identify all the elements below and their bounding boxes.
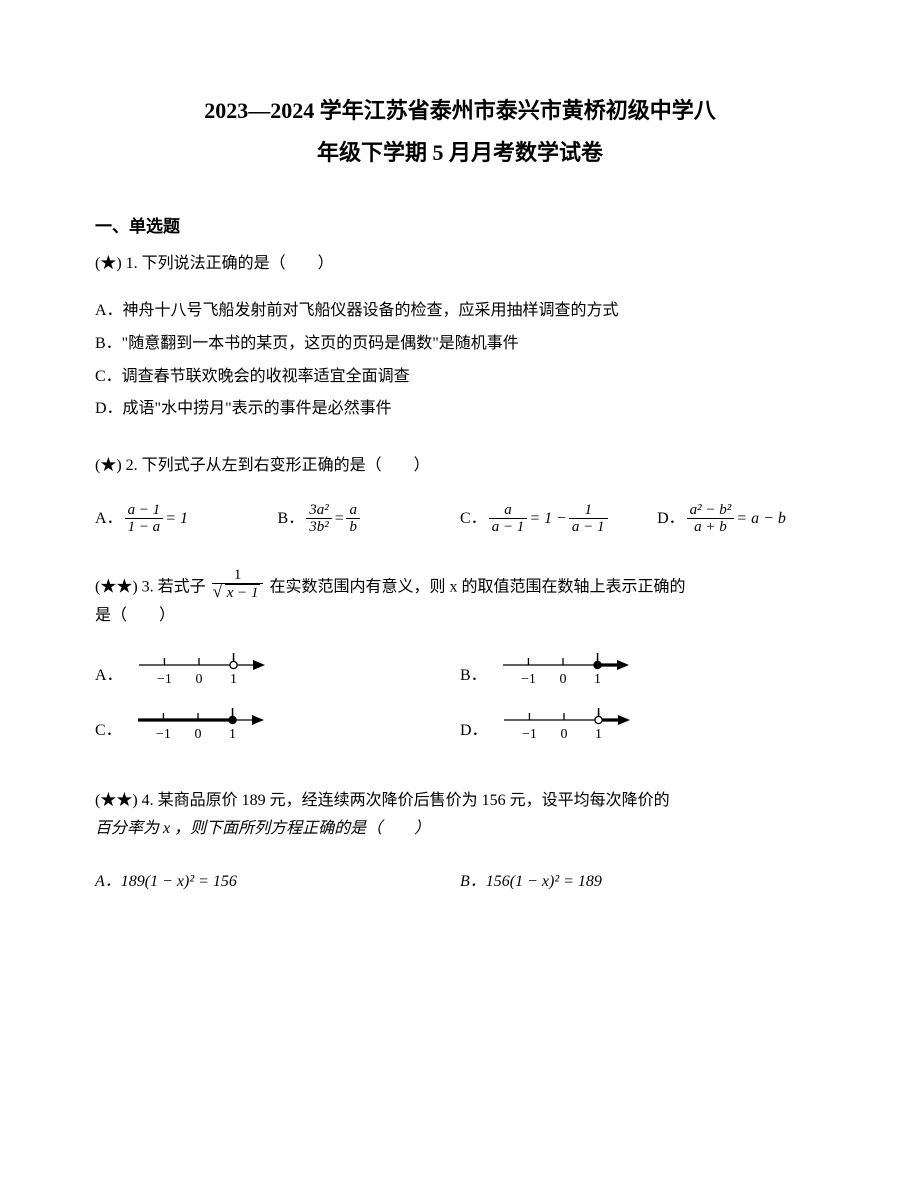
option-label: C．: [95, 717, 122, 746]
question-3: (★★) 3. 若式子 1 x − 1 在实数范围内有意义，则 x 的取值范围在…: [95, 567, 825, 759]
svg-text:−1: −1: [157, 672, 172, 687]
fraction-den: 1 − a: [125, 518, 164, 536]
difficulty-stars: (★): [95, 255, 122, 272]
question-text: 下列式子从左到右变形正确的是（ ）: [142, 457, 430, 474]
option-label: A．: [95, 505, 123, 534]
fraction-num: 1: [569, 502, 608, 519]
number-line-b: −1 0 1: [495, 649, 635, 704]
option-label: B．: [460, 662, 487, 691]
question-4-stem: (★★) 4. 某商品原价 189 元，经连续两次降价后售价为 156 元，设平…: [95, 787, 825, 845]
question-4-options: A．189(1 − x)² = 156 B．156(1 − x)² = 189: [95, 862, 825, 902]
fraction-den: a + b: [687, 518, 735, 536]
option-b[interactable]: B． 3a² 3b² = a b: [278, 499, 461, 539]
fraction: a a − 1: [489, 502, 528, 536]
svg-text:0: 0: [194, 727, 201, 742]
fraction-num: 3a²: [306, 502, 332, 519]
option-label: B．: [278, 505, 305, 534]
svg-text:1: 1: [595, 727, 602, 742]
fraction: a − 1 1 − a: [125, 502, 164, 536]
question-4: (★★) 4. 某商品原价 189 元，经连续两次降价后售价为 156 元，设平…: [95, 787, 825, 903]
fraction: 3a² 3b²: [306, 502, 332, 536]
svg-text:0: 0: [195, 672, 202, 687]
option-d[interactable]: D． a² − b² a + b = a − b: [657, 499, 825, 539]
option-label: D．: [657, 505, 685, 534]
fraction-den: x − 1: [212, 583, 264, 602]
rhs: = a − b: [736, 505, 786, 534]
fraction-num: a: [489, 502, 528, 519]
option-a[interactable]: A． a − 1 1 − a = 1: [95, 499, 278, 539]
option-label: A．: [95, 662, 123, 691]
svg-text:−1: −1: [521, 672, 536, 687]
eq: =: [334, 505, 345, 534]
rhs: = 1: [165, 505, 188, 534]
svg-text:0: 0: [560, 727, 567, 742]
fraction-den: a − 1: [569, 518, 608, 536]
question-number: 2.: [126, 457, 138, 474]
svg-text:0: 0: [559, 672, 566, 687]
question-2-options: A． a − 1 1 − a = 1 B． 3a² 3b² = a b C． a: [95, 499, 825, 539]
radicand: x − 1: [225, 584, 261, 602]
question-number: 1.: [126, 255, 138, 272]
option-a[interactable]: A． −1 0 1: [95, 649, 460, 704]
difficulty-stars: (★★): [95, 792, 138, 809]
difficulty-stars: (★★): [95, 578, 138, 595]
number-line-a: −1 0 1: [131, 649, 271, 704]
stem-post: 在实数范围内有意义，则 x 的取值范围在数轴上表示正确的: [269, 578, 685, 595]
question-2-stem: (★) 2. 下列式子从左到右变形正确的是（ ）: [95, 452, 825, 481]
option-b[interactable]: B．"随意翻到一本书的某页，这页的页码是偶数"是随机事件: [95, 330, 825, 359]
fraction-den: 3b²: [306, 518, 332, 536]
sqrt: x − 1: [215, 584, 261, 602]
option-c[interactable]: C．调查春节联欢晚会的收视率适宜全面调查: [95, 363, 825, 392]
fraction-den: a − 1: [489, 518, 528, 536]
question-1-stem: (★) 1. 下列说法正确的是（ ）: [95, 250, 825, 279]
title-line-1: 2023―2024 学年江苏省泰州市泰兴市黄桥初级中学八: [95, 90, 825, 132]
fraction-num: 1: [212, 567, 264, 584]
number-line-c: −1 0 1: [130, 704, 270, 759]
question-3-options: A． −1 0 1 B． −1 0 1 C． −1 0 1 D． −1 0 1: [95, 649, 825, 759]
svg-text:1: 1: [230, 672, 237, 687]
title-line-2: 年级下学期 5 月月考数学试卷: [95, 132, 825, 174]
svg-text:1: 1: [229, 727, 236, 742]
stem-pre: 若式子: [158, 578, 210, 595]
difficulty-stars: (★): [95, 457, 122, 474]
option-d[interactable]: D．成语"水中捞月"表示的事件是必然事件: [95, 395, 825, 424]
option-b[interactable]: B．156(1 − x)² = 189: [460, 862, 825, 902]
section-heading: 一、单选题: [95, 212, 825, 243]
option-d[interactable]: D． −1 0 1: [460, 704, 825, 759]
question-1: (★) 1. 下列说法正确的是（ ） A．神舟十八号飞船发射前对飞船仪器设备的检…: [95, 250, 825, 424]
question-3-stem: (★★) 3. 若式子 1 x − 1 在实数范围内有意义，则 x 的取值范围在…: [95, 567, 825, 631]
question-1-options: A．神舟十八号飞船发射前对飞船仪器设备的检查，应采用抽样调查的方式 B．"随意翻…: [95, 297, 825, 424]
question-2: (★) 2. 下列式子从左到右变形正确的是（ ） A． a − 1 1 − a …: [95, 452, 825, 539]
svg-text:−1: −1: [156, 727, 171, 742]
question-number: 3.: [142, 578, 154, 595]
question-number: 4.: [142, 792, 154, 809]
option-c[interactable]: C． a a − 1 = 1 − 1 a − 1: [460, 499, 657, 539]
fraction-num: a − 1: [125, 502, 164, 519]
option-label: C．: [460, 505, 487, 534]
question-text: 下列说法正确的是（ ）: [142, 255, 334, 272]
option-b[interactable]: B． −1 0 1: [460, 649, 825, 704]
stem-line-2: 是（ ）: [95, 602, 825, 631]
option-a[interactable]: A．189(1 − x)² = 156: [95, 862, 460, 902]
fraction: 1 x − 1: [212, 567, 264, 602]
option-c[interactable]: C． −1 0 1: [95, 704, 460, 759]
mid: = 1 −: [529, 505, 567, 534]
fraction-den: b: [346, 518, 360, 536]
option-label: D．: [460, 717, 488, 746]
number-line-d: −1 0 1: [496, 704, 636, 759]
fraction-num: a: [346, 502, 360, 519]
stem-line-2: 百分率为 x ，则下面所列方程正确的是（ ）: [95, 820, 430, 837]
option-a[interactable]: A．神舟十八号飞船发射前对飞船仪器设备的检查，应采用抽样调查的方式: [95, 297, 825, 326]
svg-text:−1: −1: [522, 727, 537, 742]
fraction: a b: [346, 502, 360, 536]
fraction: a² − b² a + b: [687, 502, 735, 536]
svg-text:1: 1: [594, 672, 601, 687]
stem-line-1: 某商品原价 189 元，经连续两次降价后售价为 156 元，设平均每次降价的: [158, 792, 670, 809]
fraction: 1 a − 1: [569, 502, 608, 536]
fraction-num: a² − b²: [687, 502, 735, 519]
